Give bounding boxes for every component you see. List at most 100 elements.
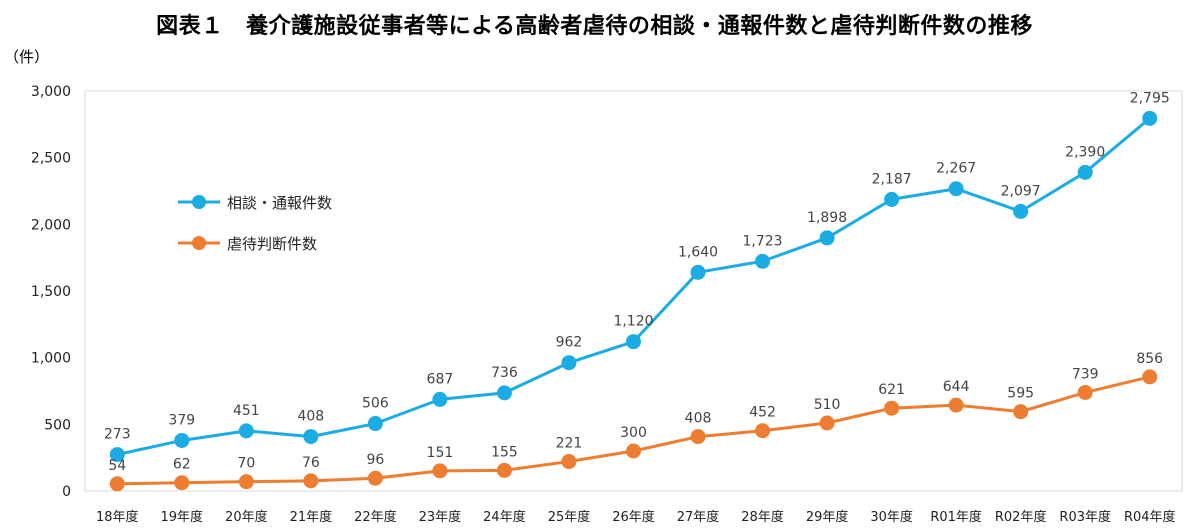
data-label: 2,795 bbox=[1130, 90, 1170, 106]
y-axis-unit-label: （件） bbox=[4, 48, 50, 66]
data-label: 54 bbox=[108, 458, 126, 474]
data-label: 155 bbox=[491, 444, 518, 460]
data-point bbox=[626, 443, 641, 459]
data-point bbox=[496, 462, 512, 478]
data-label: 70 bbox=[237, 456, 255, 472]
data-point bbox=[884, 400, 900, 416]
data-label: 151 bbox=[427, 445, 454, 461]
data-label: 621 bbox=[878, 382, 905, 398]
data-point bbox=[496, 385, 512, 401]
data-label: 62 bbox=[173, 457, 191, 473]
data-label: 506 bbox=[362, 396, 389, 412]
x-tick-label: 20年度 bbox=[225, 509, 268, 525]
data-point bbox=[1077, 384, 1093, 400]
legend-marker-2 bbox=[192, 236, 206, 250]
x-tick-label: R04年度 bbox=[1124, 509, 1176, 525]
data-labels: 273 379 451 408 506 687 736 962 1,120 1,640 1,723 1… bbox=[104, 90, 1170, 473]
x-tick-label: 30年度 bbox=[870, 509, 913, 525]
data-label: 452 bbox=[749, 405, 776, 421]
x-tick-label: 22年度 bbox=[354, 509, 397, 525]
data-label: 644 bbox=[943, 379, 970, 395]
data-label: 408 bbox=[685, 411, 712, 427]
x-tick-label: R02年度 bbox=[995, 509, 1047, 525]
data-point bbox=[367, 470, 383, 486]
data-point bbox=[819, 230, 835, 246]
x-tick-label: 24年度 bbox=[483, 509, 526, 525]
data-label: 595 bbox=[1007, 386, 1034, 402]
data-label: 1,898 bbox=[807, 210, 847, 226]
y-tick-label: 3,000 bbox=[31, 84, 71, 100]
data-point bbox=[755, 253, 771, 269]
data-label: 2,097 bbox=[1001, 183, 1041, 199]
x-tick-label: 23年度 bbox=[419, 509, 462, 525]
data-label: 1,640 bbox=[678, 244, 718, 260]
data-point bbox=[1142, 369, 1158, 385]
data-point bbox=[755, 423, 771, 439]
data-point bbox=[1077, 164, 1093, 180]
data-point bbox=[109, 476, 125, 492]
x-tick-label: R03年度 bbox=[1059, 509, 1111, 525]
y-axis: 0 500 1,000 1,500 2,000 2,500 3,000 bbox=[31, 84, 71, 500]
data-label: 2,187 bbox=[872, 171, 912, 187]
data-point bbox=[109, 447, 125, 463]
data-point bbox=[690, 264, 706, 280]
data-point bbox=[690, 429, 706, 445]
x-tick-label: 27年度 bbox=[677, 509, 720, 525]
data-label: 856 bbox=[1136, 351, 1163, 367]
x-tick-label: 18年度 bbox=[96, 509, 139, 525]
data-point bbox=[174, 475, 190, 491]
data-point bbox=[948, 397, 964, 413]
data-label: 221 bbox=[556, 436, 583, 452]
legend-label-2: 虐待判断件数 bbox=[227, 235, 317, 253]
x-tick-label: 25年度 bbox=[548, 509, 591, 525]
data-point bbox=[238, 423, 254, 439]
data-point bbox=[561, 454, 577, 470]
data-point bbox=[432, 463, 448, 479]
y-tick-label: 0 bbox=[62, 484, 71, 500]
data-point bbox=[626, 334, 641, 350]
data-point bbox=[819, 415, 835, 431]
data-label: 300 bbox=[620, 425, 647, 441]
data-label: 273 bbox=[104, 427, 131, 443]
x-tick-label: 29年度 bbox=[806, 509, 849, 525]
data-label: 962 bbox=[556, 335, 583, 351]
series-line-1 bbox=[116, 117, 1151, 457]
y-tick-label: 500 bbox=[44, 417, 71, 433]
data-point bbox=[561, 355, 577, 371]
x-tick-label: R01年度 bbox=[930, 509, 982, 525]
x-axis: 18年度 19年度 20年度 21年度 22年度 23年度 24年度 25年度 26年度 27年度… bbox=[96, 509, 1176, 525]
data-point bbox=[1142, 110, 1158, 126]
y-tick-label: 1,000 bbox=[31, 351, 71, 367]
data-label: 736 bbox=[491, 365, 518, 381]
series-group bbox=[109, 110, 1158, 492]
data-label: 2,267 bbox=[936, 161, 976, 177]
legend-marker-1 bbox=[192, 195, 206, 209]
data-point bbox=[303, 429, 319, 445]
plot-border bbox=[84, 90, 1183, 492]
y-tick-label: 1,500 bbox=[31, 284, 71, 300]
data-label: 739 bbox=[1072, 366, 1099, 382]
data-point bbox=[174, 432, 190, 448]
data-label: 1,723 bbox=[743, 233, 783, 249]
y-tick-label: 2,500 bbox=[31, 151, 71, 167]
plot-area bbox=[84, 90, 1183, 492]
data-point bbox=[884, 191, 900, 207]
x-tick-label: 21年度 bbox=[290, 509, 333, 525]
data-point bbox=[238, 474, 254, 490]
data-label: 687 bbox=[427, 371, 454, 387]
data-point bbox=[367, 416, 383, 432]
data-label: 96 bbox=[366, 452, 384, 468]
legend-label-1: 相談・通報件数 bbox=[227, 194, 332, 212]
x-tick-label: 28年度 bbox=[741, 509, 784, 525]
data-label: 451 bbox=[233, 403, 260, 419]
data-point bbox=[1013, 404, 1029, 420]
chart-title: 図表１ 養介護施設従事者等による高齢者虐待の相談・通報件数と虐待判断件数の推移 bbox=[156, 14, 1033, 39]
data-label: 379 bbox=[168, 412, 195, 428]
x-tick-label: 19年度 bbox=[161, 509, 204, 525]
data-label: 76 bbox=[302, 455, 320, 471]
data-label: 1,120 bbox=[613, 314, 653, 330]
data-point bbox=[1013, 203, 1029, 219]
